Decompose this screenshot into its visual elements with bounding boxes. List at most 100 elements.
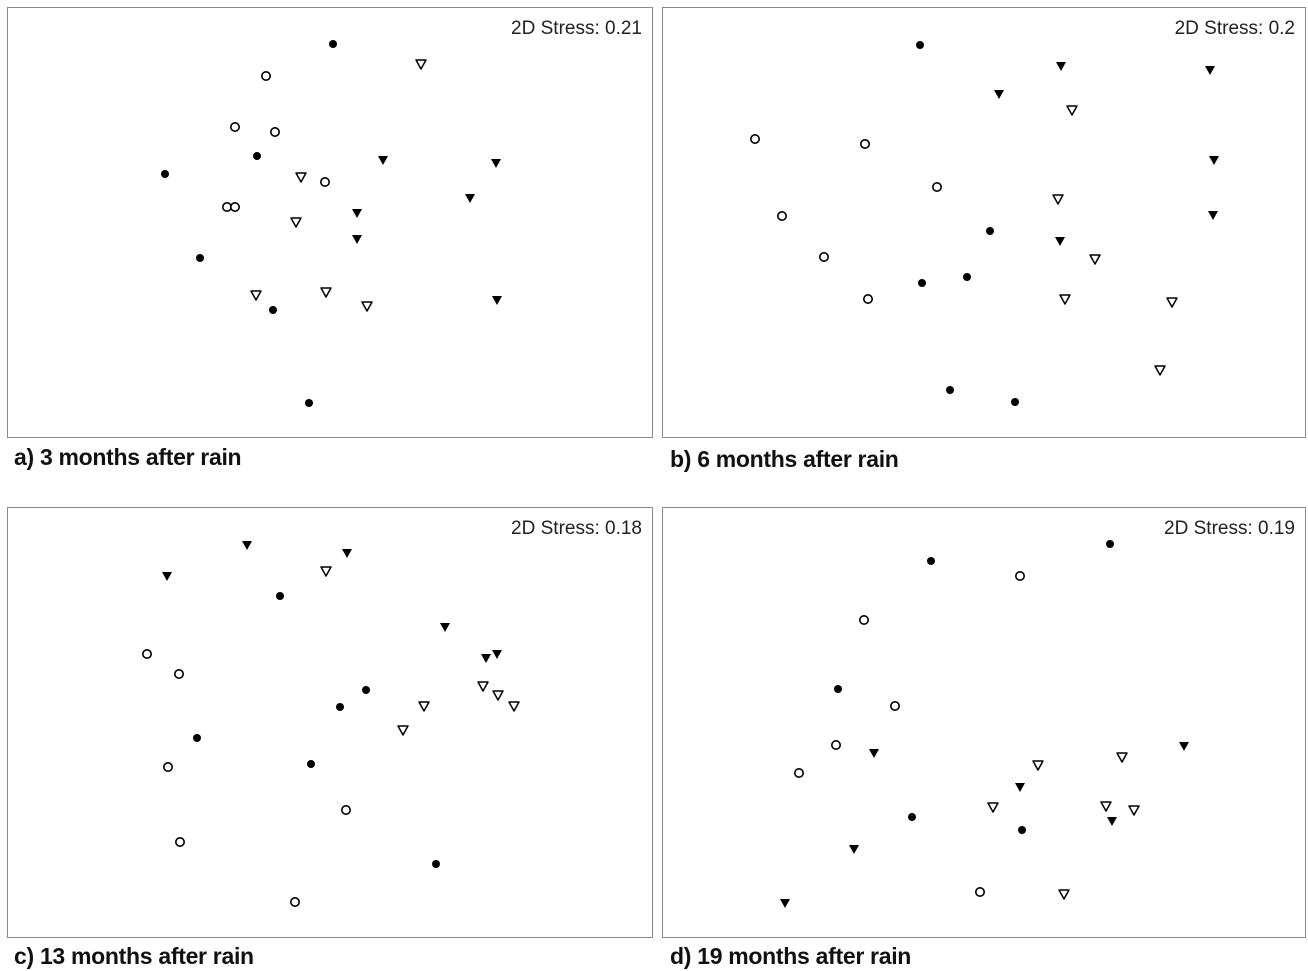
- point-b-open-circle-5: [863, 293, 874, 304]
- point-a-open-circle-3: [319, 177, 330, 188]
- point-c-filled-circle-0: [276, 592, 284, 600]
- point-b-open-triangle-1: [1052, 194, 1064, 205]
- scatter-plot-c: [142, 541, 520, 907]
- point-b-filled-circle-2: [963, 273, 971, 281]
- point-d-open-circle-5: [974, 886, 985, 897]
- point-c-filled-circle-5: [432, 860, 440, 868]
- point-a-open-triangle-1: [295, 172, 307, 183]
- point-c-open-triangle-0: [320, 566, 332, 577]
- point-d-open-circle-2: [890, 701, 901, 712]
- point-c-open-triangle-4: [418, 701, 430, 712]
- point-a-filled-circle-0: [329, 40, 337, 48]
- point-b-open-circle-3: [777, 211, 788, 222]
- point-a-filled-circle-3: [196, 254, 204, 262]
- point-b-filled-circle-0: [916, 41, 924, 49]
- point-d-filled-triangle-3: [1107, 817, 1117, 826]
- point-b-open-circle-4: [819, 252, 830, 263]
- point-d-open-triangle-5: [1058, 889, 1070, 900]
- point-a-open-circle-2: [269, 127, 280, 138]
- point-d-filled-triangle-0: [1179, 742, 1189, 751]
- point-d-open-circle-4: [794, 767, 805, 778]
- point-a-open-circle-1: [230, 122, 241, 133]
- point-b-filled-triangle-3: [1209, 156, 1219, 165]
- point-d-open-triangle-2: [987, 802, 999, 813]
- point-b-open-triangle-4: [1166, 297, 1178, 308]
- point-d-filled-circle-2: [834, 685, 842, 693]
- point-d-filled-circle-1: [927, 557, 935, 565]
- point-a-filled-triangle-5: [492, 296, 502, 305]
- point-c-filled-circle-1: [362, 686, 370, 694]
- point-c-filled-triangle-0: [242, 541, 252, 550]
- point-b-filled-triangle-1: [1205, 66, 1215, 75]
- point-d-open-circle-3: [831, 740, 842, 751]
- point-c-filled-triangle-2: [342, 549, 352, 558]
- point-c-open-circle-1: [174, 669, 185, 680]
- point-d-filled-circle-0: [1106, 540, 1114, 548]
- point-b-filled-triangle-5: [1208, 211, 1218, 220]
- point-a-open-triangle-4: [320, 287, 332, 298]
- scatter-plot-d: [780, 540, 1189, 908]
- panel-b: 2D Stress: 0.2: [662, 7, 1306, 438]
- caption-a: a) 3 months after rain: [14, 444, 242, 470]
- point-d-open-triangle-1: [1116, 752, 1128, 763]
- point-a-filled-triangle-2: [352, 209, 362, 218]
- point-b-filled-circle-1: [986, 227, 994, 235]
- point-c-filled-triangle-5: [492, 650, 502, 659]
- point-d-open-triangle-4: [1128, 805, 1140, 816]
- point-a-filled-circle-2: [161, 170, 169, 178]
- point-c-open-circle-0: [142, 649, 153, 660]
- point-a-filled-triangle-0: [378, 156, 388, 165]
- point-c-open-triangle-5: [397, 725, 409, 736]
- point-a-open-circle-4: [222, 202, 233, 213]
- point-d-open-circle-0: [1014, 570, 1025, 581]
- point-c-filled-circle-3: [193, 734, 201, 742]
- point-a-filled-circle-5: [305, 399, 313, 407]
- point-c-open-circle-5: [289, 896, 300, 907]
- point-a-open-circle-5: [230, 202, 241, 213]
- point-b-open-triangle-5: [1154, 365, 1166, 376]
- point-c-filled-circle-4: [307, 760, 315, 768]
- point-c-open-triangle-2: [492, 690, 504, 701]
- point-c-filled-triangle-4: [481, 654, 491, 663]
- point-a-open-triangle-0: [415, 59, 427, 70]
- point-b-open-circle-2: [931, 182, 942, 193]
- point-b-filled-triangle-0: [1056, 62, 1066, 71]
- point-a-filled-triangle-4: [352, 235, 362, 244]
- point-b-filled-circle-5: [1011, 398, 1019, 406]
- point-a-open-triangle-2: [290, 217, 302, 228]
- point-a-open-triangle-5: [361, 301, 373, 312]
- point-b-open-circle-1: [860, 139, 871, 150]
- point-c-open-circle-2: [163, 762, 174, 773]
- point-d-filled-triangle-5: [780, 899, 790, 908]
- stress-label-a: 2D Stress: 0.21: [511, 18, 642, 39]
- point-d-open-triangle-0: [1032, 760, 1044, 771]
- scatter-plot-a: [161, 40, 502, 407]
- caption-b: b) 6 months after rain: [670, 446, 899, 472]
- point-b-filled-triangle-2: [994, 90, 1004, 99]
- caption-c: c) 13 months after rain: [14, 943, 254, 969]
- point-c-open-triangle-1: [477, 681, 489, 692]
- point-b-filled-triangle-4: [1055, 237, 1065, 246]
- point-b-open-circle-0: [750, 134, 761, 145]
- panel-a: 2D Stress: 0.21: [7, 7, 653, 438]
- point-d-filled-circle-3: [908, 813, 916, 821]
- point-d-filled-triangle-1: [869, 749, 879, 758]
- point-a-filled-triangle-3: [465, 194, 475, 203]
- stress-label-d: 2D Stress: 0.19: [1164, 518, 1295, 539]
- point-b-open-triangle-3: [1059, 294, 1071, 305]
- point-d-open-triangle-3: [1100, 801, 1112, 812]
- point-c-open-circle-3: [175, 836, 186, 847]
- point-d-filled-triangle-4: [849, 845, 859, 854]
- point-c-filled-circle-2: [336, 703, 344, 711]
- point-b-filled-circle-4: [946, 386, 954, 394]
- point-a-filled-triangle-1: [491, 159, 501, 168]
- point-c-open-circle-4: [340, 804, 351, 815]
- panel-d: 2D Stress: 0.19: [662, 507, 1306, 938]
- point-c-filled-triangle-1: [162, 572, 172, 581]
- stress-label-b: 2D Stress: 0.2: [1174, 18, 1295, 39]
- point-a-open-circle-0: [261, 70, 272, 81]
- point-d-open-circle-1: [859, 615, 870, 626]
- point-a-filled-circle-4: [269, 306, 277, 314]
- point-c-filled-triangle-3: [440, 623, 450, 632]
- stress-label-c: 2D Stress: 0.18: [511, 518, 642, 539]
